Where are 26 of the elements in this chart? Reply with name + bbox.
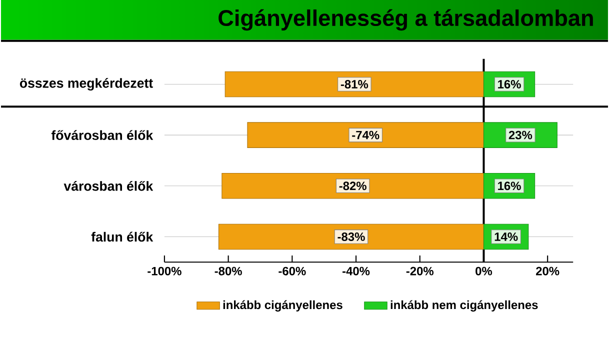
y-tick-label: összes megkérdezett [20, 78, 153, 91]
data-label: 23% [508, 130, 532, 140]
data-label: -83% [338, 232, 365, 242]
y-tick-label: falun élők [91, 232, 154, 242]
legend-label: inkább nem cigányellenes [390, 300, 538, 312]
bar [247, 122, 484, 148]
x-tick-label: -20% [406, 266, 434, 276]
x-tick-label: -80% [214, 266, 242, 276]
bar [224, 71, 484, 98]
x-tick-label: -40% [342, 266, 370, 276]
data-label: -81% [340, 80, 368, 89]
chart-title: Cigányellenesség a társadalomban [218, 9, 593, 31]
x-tick-label: -60% [278, 266, 306, 276]
x-tick-label: 0% [476, 266, 492, 276]
legend-label: inkább cigányellenes [223, 300, 342, 312]
y-tick-label: fővárosban élők [51, 130, 154, 140]
data-label: 16% [498, 182, 521, 190]
x-tick-label: -100% [148, 266, 182, 276]
data-label: 16% [498, 80, 521, 89]
x-tick-label: 20% [536, 266, 560, 276]
bar [218, 224, 484, 250]
bar [222, 173, 484, 199]
data-label: 14% [494, 232, 518, 241]
y-tick-label: városban élők [64, 181, 154, 191]
data-label: -74% [352, 130, 380, 140]
data-label: -82% [339, 182, 366, 190]
